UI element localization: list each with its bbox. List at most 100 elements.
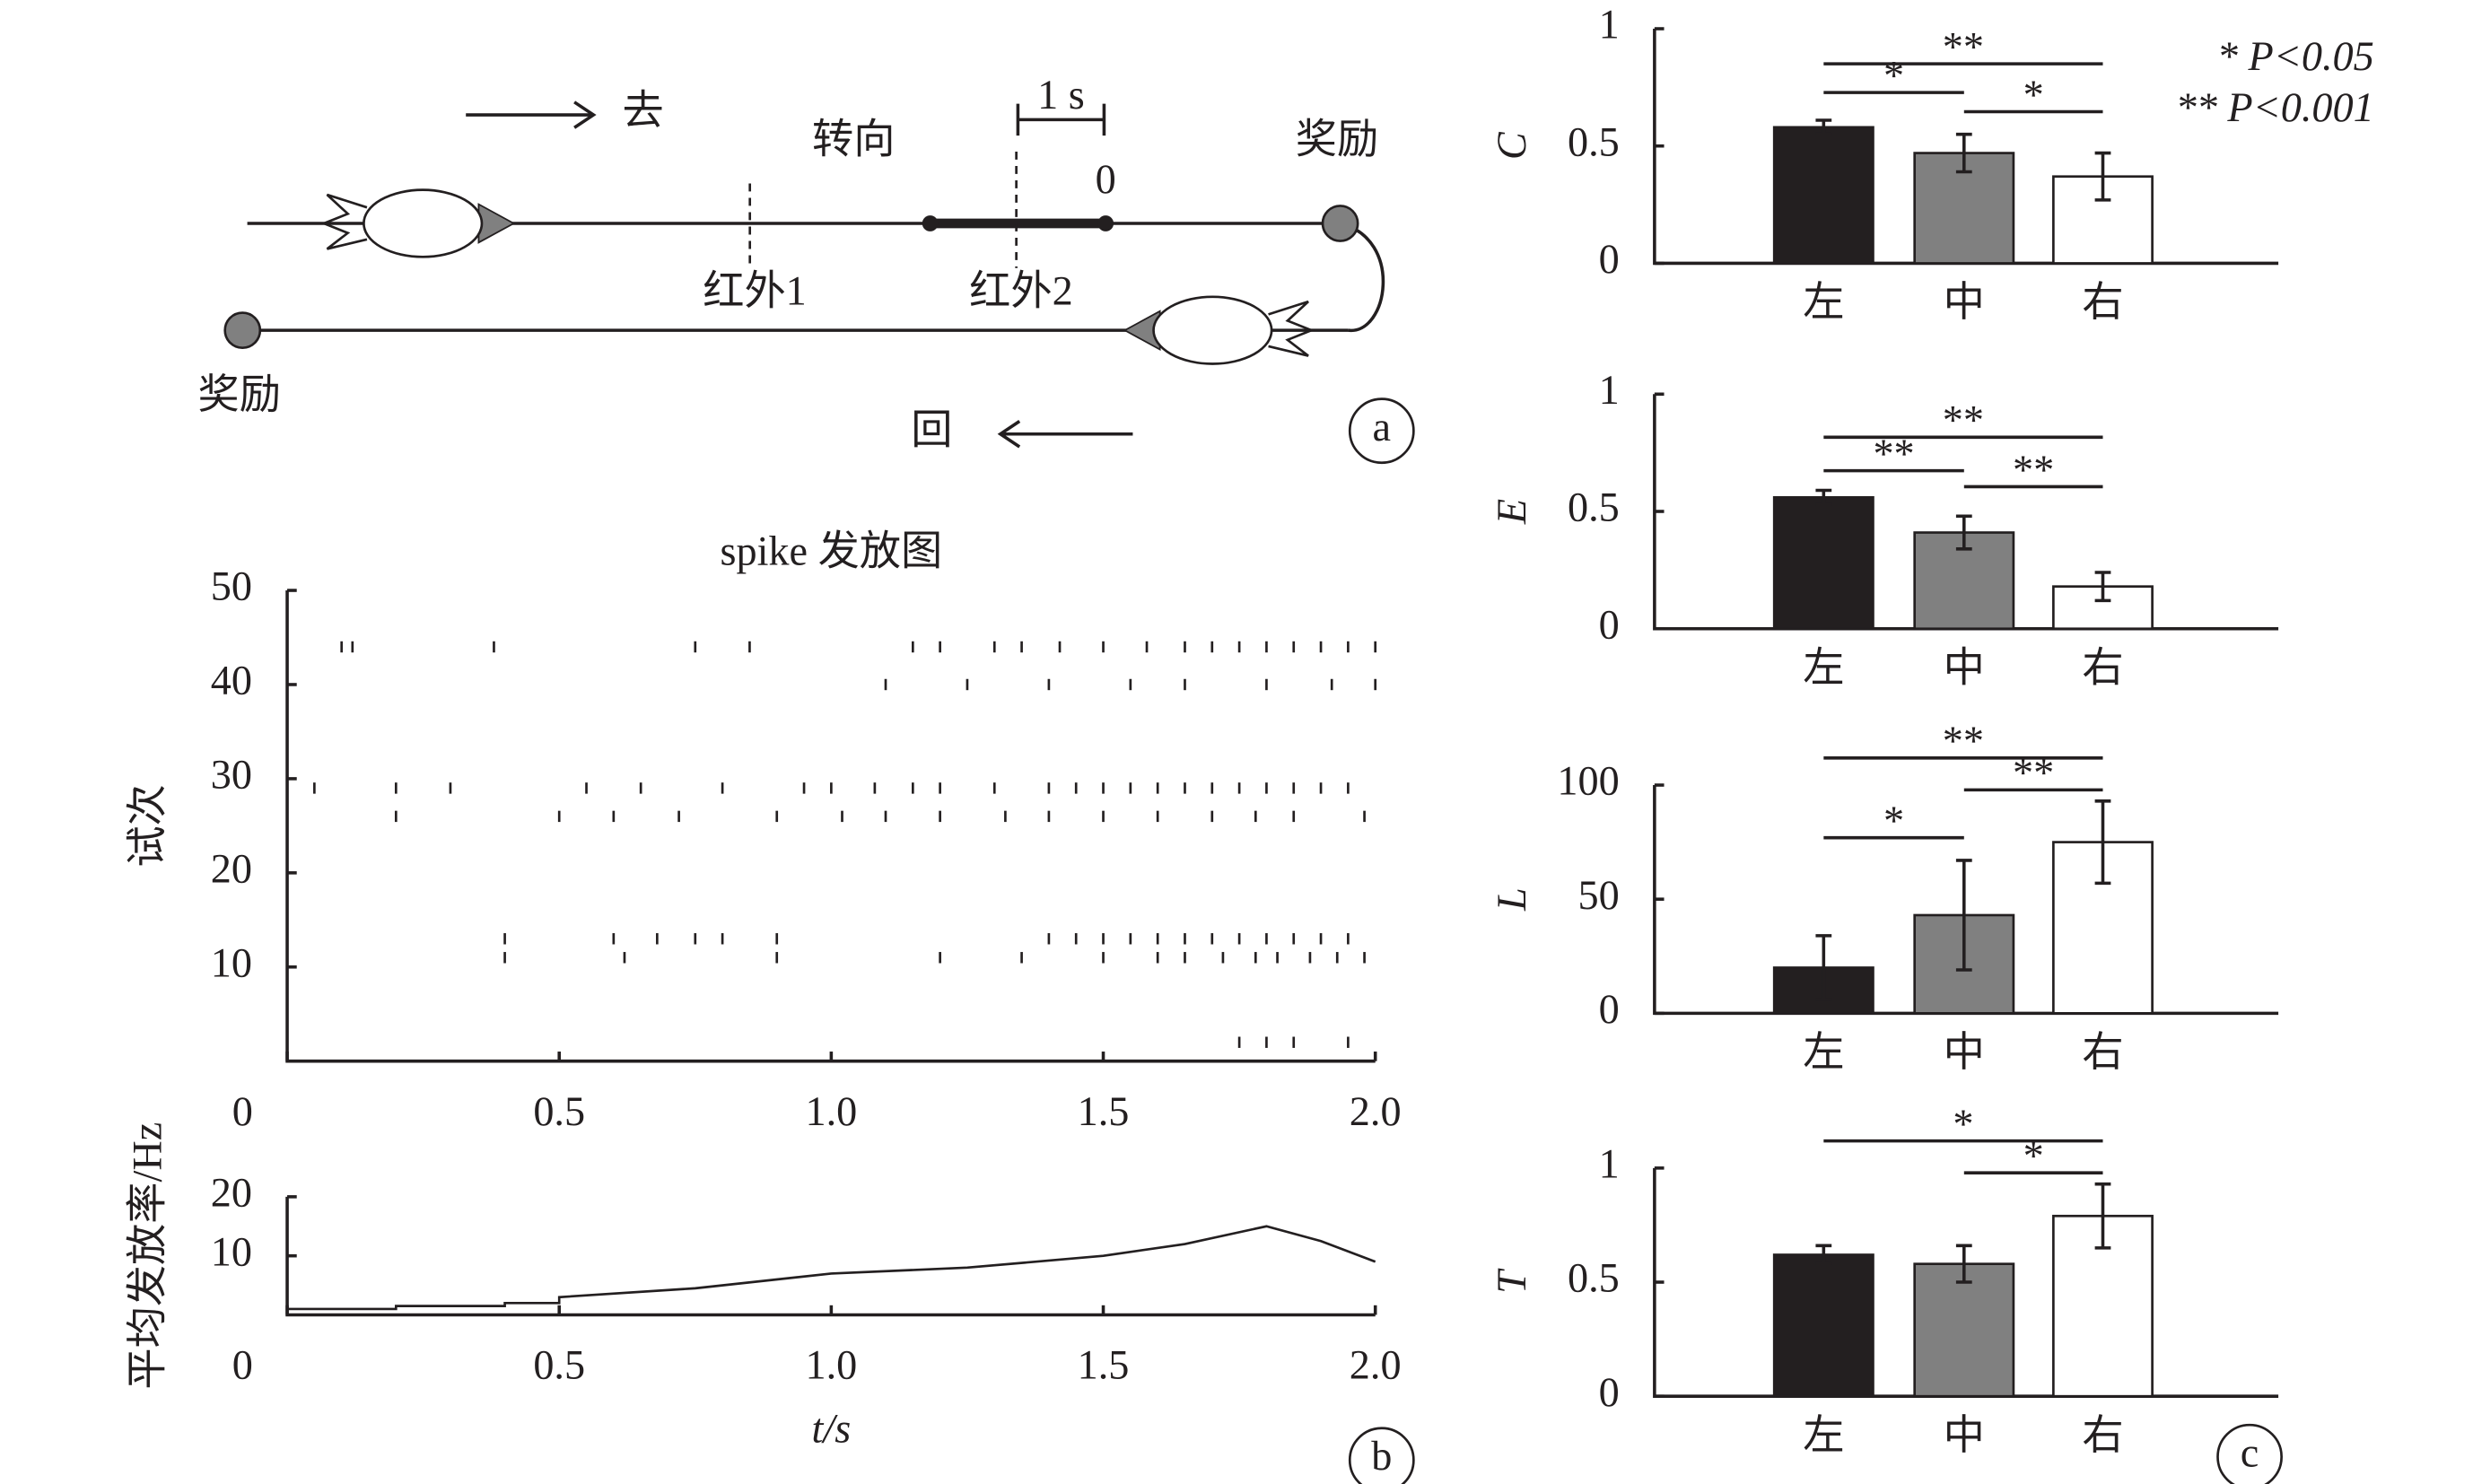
x-tick-label: 1.0 bbox=[805, 1088, 857, 1134]
error-bar bbox=[1955, 1244, 1972, 1284]
diagram: 去 转向 1 s 0 奖励 红外1 红外2 奖励 回 bbox=[197, 72, 1385, 452]
x-tick-label: 右 bbox=[2082, 279, 2123, 325]
x-tick-label: 2.0 bbox=[1350, 1088, 1402, 1134]
rat-bottom bbox=[1123, 295, 1315, 365]
chart-title: spike 发放图 bbox=[720, 528, 942, 574]
sig-label: * bbox=[2023, 72, 2044, 118]
error-bar bbox=[1815, 934, 1832, 1001]
x-tick-label: 0.5 bbox=[533, 1342, 585, 1388]
sig-label: ** bbox=[1943, 397, 1984, 443]
y-tick-label: 100 bbox=[1557, 758, 1619, 804]
x-tick-label: 2.0 bbox=[1350, 1342, 1402, 1388]
sig-label: ** bbox=[2013, 750, 2054, 796]
sig-label: * bbox=[1883, 798, 1904, 843]
error-bar bbox=[1815, 1244, 1832, 1266]
y-axis-label: 平均发放率/Hz bbox=[125, 1122, 170, 1390]
y-tick-label: 40 bbox=[211, 658, 252, 703]
sig-label: * bbox=[1883, 53, 1904, 99]
reward-port bbox=[223, 311, 262, 350]
panel-circle bbox=[1348, 1427, 1415, 1484]
x-tick-label: 中 bbox=[1944, 279, 1985, 325]
panel-circle bbox=[1348, 397, 1415, 465]
label: 奖励 bbox=[1296, 117, 1378, 162]
x-tick-label: 左 bbox=[1803, 644, 1844, 690]
x-tick-label: 中 bbox=[1944, 644, 1985, 690]
x-tick-label: 左 bbox=[1803, 279, 1844, 325]
track-turn bbox=[1340, 222, 1385, 332]
sig-label: ** bbox=[1873, 431, 1914, 476]
y-tick-label: 0 bbox=[1599, 1369, 1620, 1415]
x-axis-label: t/s bbox=[812, 1406, 852, 1452]
scale-bar bbox=[1016, 103, 1106, 136]
x-tick-label: 0 bbox=[232, 1342, 253, 1388]
window-end bbox=[1097, 215, 1114, 231]
y-tick-label: 50 bbox=[1578, 872, 1620, 918]
x-tick-label: 1.5 bbox=[1078, 1088, 1130, 1134]
x-tick-label: 中 bbox=[1944, 1412, 1985, 1458]
window-end bbox=[922, 215, 939, 231]
rat-top bbox=[320, 188, 516, 258]
legend: * P<0.05 bbox=[2217, 33, 2374, 79]
sig-label: ** bbox=[1943, 24, 1984, 70]
x-tick-label: 0 bbox=[232, 1088, 253, 1134]
error-bar bbox=[1955, 132, 1972, 174]
bar bbox=[1772, 1253, 1874, 1398]
panel-label: a bbox=[1373, 404, 1392, 450]
panel-label: b bbox=[1371, 1433, 1392, 1479]
error-bar bbox=[1815, 118, 1832, 136]
y-tick-label: 0 bbox=[1599, 986, 1620, 1032]
arrow-head bbox=[573, 100, 597, 129]
label: 去 bbox=[622, 88, 663, 134]
x-tick-label: 右 bbox=[2082, 1029, 2123, 1075]
bar bbox=[1772, 495, 1874, 631]
arrow-head bbox=[997, 420, 1021, 449]
sig-label: ** bbox=[2013, 447, 2054, 493]
y-tick-label: 10 bbox=[211, 939, 252, 985]
axis bbox=[285, 1196, 1376, 1317]
y-tick-label: 30 bbox=[211, 752, 252, 798]
bar bbox=[1772, 126, 1874, 265]
error-bar bbox=[1815, 488, 1832, 506]
x-tick-label: 左 bbox=[1803, 1412, 1844, 1458]
label: 红外2 bbox=[969, 268, 1073, 314]
y-tick-label: 1 bbox=[1599, 367, 1620, 413]
label: 奖励 bbox=[197, 371, 280, 417]
x-tick-label: 右 bbox=[2082, 644, 2123, 690]
y-tick-label: 0 bbox=[1599, 601, 1620, 647]
label: 0 bbox=[1096, 156, 1116, 202]
sig-label: * bbox=[1953, 1101, 1973, 1147]
y-axis-label: T bbox=[1489, 1268, 1534, 1294]
y-tick-label: 50 bbox=[211, 563, 252, 609]
error-bar bbox=[2094, 151, 2111, 202]
y-tick-label: 10 bbox=[211, 1228, 252, 1274]
error-bar bbox=[2094, 799, 2111, 886]
rate-line bbox=[287, 1225, 1376, 1311]
panel-label: c bbox=[2241, 1429, 2259, 1475]
y-tick-label: 1 bbox=[1599, 1140, 1620, 1186]
y-tick-label: 0.5 bbox=[1568, 1255, 1620, 1301]
x-tick-label: 左 bbox=[1803, 1029, 1844, 1075]
error-bar bbox=[2094, 1182, 2111, 1250]
y-tick-label: 0.5 bbox=[1568, 118, 1620, 164]
x-tick-label: 1.5 bbox=[1078, 1342, 1130, 1388]
label: 红外1 bbox=[703, 268, 807, 314]
label: 1 s bbox=[1037, 72, 1085, 118]
legend: ** P<0.001 bbox=[2176, 84, 2374, 130]
panel-circle bbox=[2216, 1423, 2283, 1484]
y-tick-label: 0.5 bbox=[1568, 484, 1620, 530]
y-axis-label: L bbox=[1489, 887, 1534, 912]
sig-label: * bbox=[2023, 1133, 2044, 1179]
error-bar bbox=[2094, 571, 2111, 603]
y-tick-label: 20 bbox=[211, 845, 252, 891]
y-tick-label: 1 bbox=[1599, 2, 1620, 48]
x-tick-label: 中 bbox=[1944, 1029, 1985, 1075]
x-tick-label: 右 bbox=[2082, 1412, 2123, 1458]
y-tick-label: 20 bbox=[211, 1169, 252, 1215]
reward-port bbox=[1321, 205, 1359, 242]
error-bar bbox=[1955, 859, 1972, 972]
bar bbox=[1913, 1262, 2015, 1398]
y-tick-label: 0 bbox=[1599, 236, 1620, 282]
x-tick-label: 1.0 bbox=[805, 1342, 857, 1388]
y-axis-label: E bbox=[1489, 499, 1534, 525]
